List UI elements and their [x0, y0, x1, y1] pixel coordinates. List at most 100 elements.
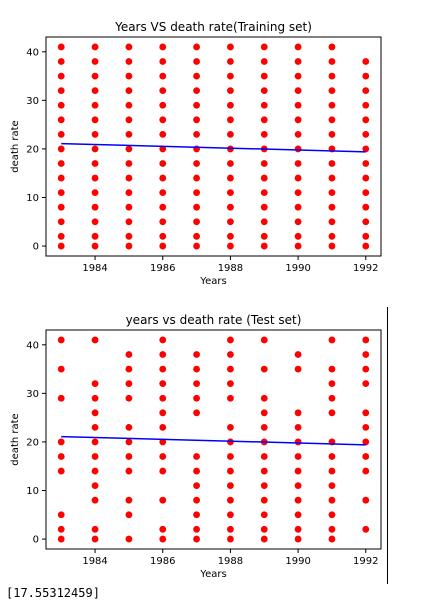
chart2-data-point: [362, 423, 370, 431]
chart1-data-point: [159, 87, 167, 95]
chart2-data-point: [227, 535, 234, 543]
chart1-data-point: [125, 101, 133, 109]
chart1-data-point: [159, 232, 167, 240]
chart1-data-point: [125, 160, 133, 167]
chart1-data-point: [57, 203, 65, 211]
chart2-plot: 1984 1986 1988 1990 1992 0 10 20 30 40 years vs de…: [10, 313, 382, 580]
chart1-data-point: [193, 116, 200, 124]
chart2-title: years vs death rate (Test set): [126, 313, 302, 327]
chart2-data-point: [328, 467, 336, 475]
chart2-data-point: [260, 496, 268, 504]
chart2-data-point: [57, 525, 65, 533]
chart1-y-tick-label: 40: [26, 47, 39, 58]
chart1-data-point: [57, 145, 65, 153]
chart1-data-point: [328, 130, 336, 138]
chart2-data-point: [227, 438, 234, 446]
chart2-data-point: [125, 453, 133, 460]
chart1-data-point: [328, 101, 336, 109]
chart1-data-point: [125, 189, 133, 197]
chart2-data-point: [328, 453, 336, 460]
chart2-data-point: [125, 511, 133, 519]
chart2-data-point: [125, 365, 133, 373]
chart1-data-point: [159, 116, 167, 124]
chart2-y-tick-label: 40: [26, 340, 39, 351]
chart1-x-tick-label: 1990: [285, 263, 310, 274]
chart1-data-point: [294, 174, 302, 182]
chart2-regression-line: [61, 435, 366, 446]
chart2-data-point: [328, 336, 336, 344]
chart2-x-tick-label: 1986: [150, 556, 175, 567]
chart1-data-point: [193, 160, 200, 167]
chart1-data-point: [91, 145, 99, 153]
chart1-data-point: [57, 242, 65, 250]
chart1-data-point: [193, 174, 200, 182]
chart2-data-point: [125, 380, 133, 388]
chart2-data-point: [260, 394, 268, 402]
chart2-data-point: [328, 380, 336, 388]
chart2-data-point: [260, 467, 268, 475]
chart1-x-tick-label: 1988: [218, 263, 243, 274]
chart1-data-point: [294, 203, 302, 211]
chart2-data-point: [260, 409, 268, 417]
chart2-data-point: [227, 511, 234, 519]
chart1-data-point: [362, 130, 370, 138]
chart1-data-point: [328, 58, 336, 65]
chart2-data-point: [125, 351, 133, 358]
chart1-data-point: [260, 174, 268, 182]
chart1-data-point: [294, 218, 302, 226]
chart1-data-point: [91, 174, 99, 182]
chart1-data-point: [193, 58, 200, 65]
chart2-data-point: [91, 394, 99, 402]
chart2-data-point: [328, 511, 336, 519]
chart1-data-point: [362, 218, 370, 226]
chart2-data-point: [57, 336, 65, 344]
chart1-data-point: [91, 43, 99, 51]
chart1-data-point: [294, 101, 302, 109]
chart2-data-point: [125, 535, 133, 543]
chart1-data-point: [57, 87, 65, 95]
chart1-data-point: [260, 130, 268, 138]
chart1-data-point: [57, 43, 65, 51]
chart1-data-point: [294, 145, 302, 153]
chart2-data-point: [91, 525, 99, 533]
chart1-data-point: [294, 130, 302, 138]
chart1-data-point: [159, 174, 167, 182]
chart1-data-point: [260, 72, 268, 80]
chart2-data-point: [125, 423, 133, 431]
chart2-data-point: [362, 409, 370, 417]
chart2-x-tick-label: 1992: [353, 556, 378, 567]
chart1-data-point: [227, 72, 234, 80]
chart2-data-point: [91, 336, 99, 344]
chart1-data-point: [362, 116, 370, 124]
figure: 1984 1986 1988 1990 1992 0 10 20 30 40 Years VS de…: [10, 20, 382, 580]
chart1-data-point: [159, 43, 167, 51]
chart1-x-tick-label: 1992: [353, 263, 378, 274]
chart1-data-point: [227, 160, 234, 167]
chart1-data-point: [260, 232, 268, 240]
chart2-data-point: [362, 365, 370, 373]
chart1-data-point: [159, 72, 167, 80]
chart2-data-point: [260, 482, 268, 490]
chart1-data-point: [91, 116, 99, 124]
chart1-data-point: [362, 174, 370, 182]
chart2-data-point: [57, 438, 65, 446]
chart2-data-point: [91, 535, 99, 543]
chart2-data-point: [362, 467, 370, 475]
chart1-data-point: [91, 130, 99, 138]
chart1-data-point: [328, 218, 336, 226]
chart1-data-point: [328, 116, 336, 124]
chart2-data-point: [159, 525, 167, 533]
chart2-data-point: [362, 351, 370, 358]
chart1-y-tick-label: 30: [26, 96, 39, 107]
chart2-data-point: [260, 525, 268, 533]
chart1-data-point: [193, 218, 200, 226]
printed-output: [17.55312459]: [6, 586, 100, 600]
chart1-data-point: [227, 87, 234, 95]
chart2-data-point: [159, 409, 167, 417]
chart2-data-point: [57, 467, 65, 475]
chart1-data-point: [125, 87, 133, 95]
chart1-data-point: [159, 145, 167, 153]
chart1-data-point: [193, 43, 200, 51]
chart1-axes-frame: [45, 36, 382, 257]
chart1-data-point: [57, 160, 65, 167]
